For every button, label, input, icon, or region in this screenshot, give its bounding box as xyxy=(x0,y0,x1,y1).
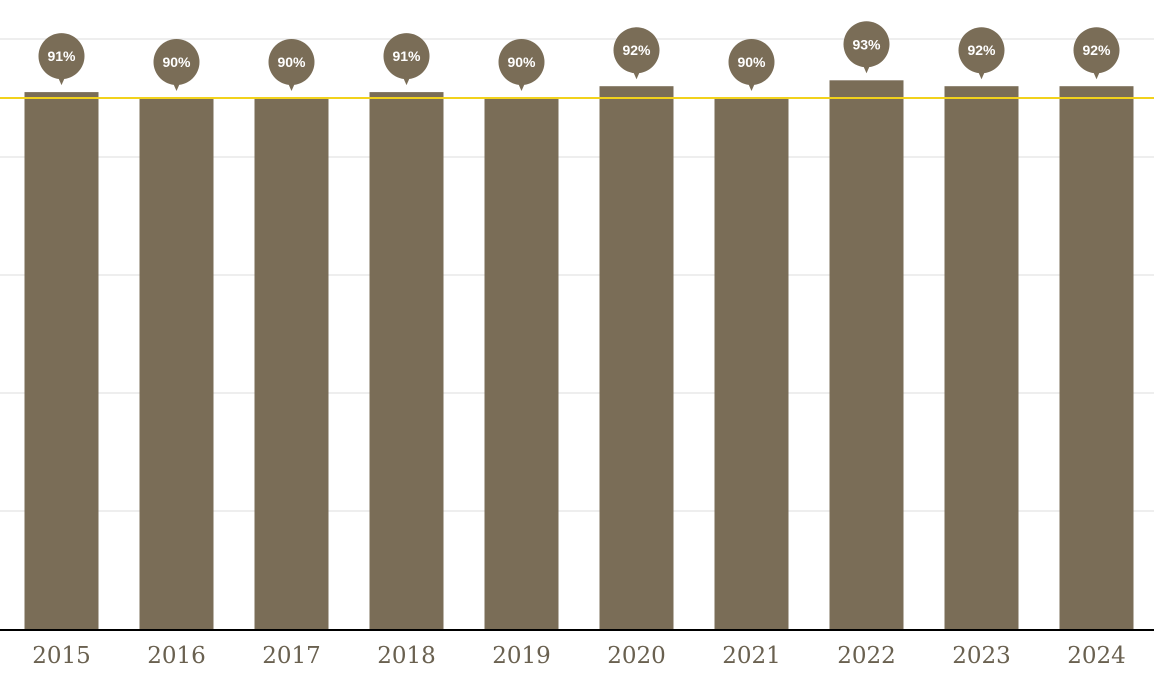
x-tick-label: 2017 xyxy=(262,643,321,669)
data-label-marker: 90% xyxy=(728,39,775,91)
bar-2017 xyxy=(254,98,329,629)
data-label-pointer xyxy=(402,76,411,86)
data-label-pointer xyxy=(172,82,181,91)
data-label-pointer xyxy=(1092,70,1101,80)
data-label-pointer xyxy=(632,70,641,80)
x-tick-label: 2015 xyxy=(32,643,91,669)
data-label-bubble xyxy=(383,33,430,80)
data-label-pointer xyxy=(287,82,296,91)
x-tick-label: 2020 xyxy=(607,643,666,669)
data-label-pointer xyxy=(747,82,756,91)
data-label-marker: 90% xyxy=(268,39,315,91)
data-label-bubble xyxy=(38,33,85,80)
data-labels: 91% 90% 90% 91% 90% 92% 90% 93% 92% 92% xyxy=(38,21,1120,91)
bar-2020 xyxy=(599,86,674,629)
x-tick-label: 2024 xyxy=(1067,643,1126,669)
x-tick-label: 2021 xyxy=(722,643,781,669)
data-label-marker: 92% xyxy=(1073,27,1120,80)
data-label-pointer xyxy=(977,70,986,80)
bar-2024 xyxy=(1059,86,1134,629)
data-label-pointer xyxy=(57,76,66,86)
data-label-bubble xyxy=(843,21,890,68)
x-tick-label: 2016 xyxy=(147,643,206,669)
data-label-marker: 90% xyxy=(498,39,545,91)
data-label-bubble xyxy=(728,39,775,85)
x-tick-label: 2019 xyxy=(492,643,551,669)
data-label-bubble xyxy=(498,39,545,85)
data-label-marker: 92% xyxy=(958,27,1005,80)
data-label-marker: 91% xyxy=(383,33,430,86)
data-label: 92% xyxy=(622,42,651,58)
data-label: 92% xyxy=(1082,42,1111,58)
data-label-marker: 91% xyxy=(38,33,85,86)
x-tick-labels: 2015 2016 2017 2018 2019 2020 2021 2022 2023 2024 xyxy=(32,643,1126,669)
data-label: 90% xyxy=(737,54,766,70)
bar-2016 xyxy=(139,98,214,629)
data-label: 91% xyxy=(392,48,421,64)
bar-2022 xyxy=(829,80,904,630)
data-label-marker: 93% xyxy=(843,21,890,74)
data-label-marker: 90% xyxy=(153,39,200,91)
data-label-bubble xyxy=(153,39,200,85)
bar-2021 xyxy=(714,98,789,629)
data-label-bubble xyxy=(268,39,315,85)
data-label: 90% xyxy=(507,54,536,70)
x-tick-label: 2023 xyxy=(952,643,1011,669)
data-label: 92% xyxy=(967,42,996,58)
data-label-bubble xyxy=(1073,27,1120,74)
x-tick-label: 2018 xyxy=(377,643,436,669)
bars xyxy=(24,80,1134,630)
data-label: 93% xyxy=(852,36,881,52)
x-tick-label: 2022 xyxy=(837,643,896,669)
bar-2015 xyxy=(24,92,99,630)
data-label-pointer xyxy=(862,64,871,74)
data-label: 90% xyxy=(162,54,191,70)
data-label: 91% xyxy=(47,48,76,64)
data-label-bubble xyxy=(613,27,660,74)
bar-2018 xyxy=(369,92,444,630)
bar-2023 xyxy=(944,86,1019,629)
data-label-pointer xyxy=(517,82,526,91)
data-label-marker: 92% xyxy=(613,27,660,80)
data-label: 90% xyxy=(277,54,306,70)
bar-2019 xyxy=(484,98,559,629)
data-label-bubble xyxy=(958,27,1005,74)
